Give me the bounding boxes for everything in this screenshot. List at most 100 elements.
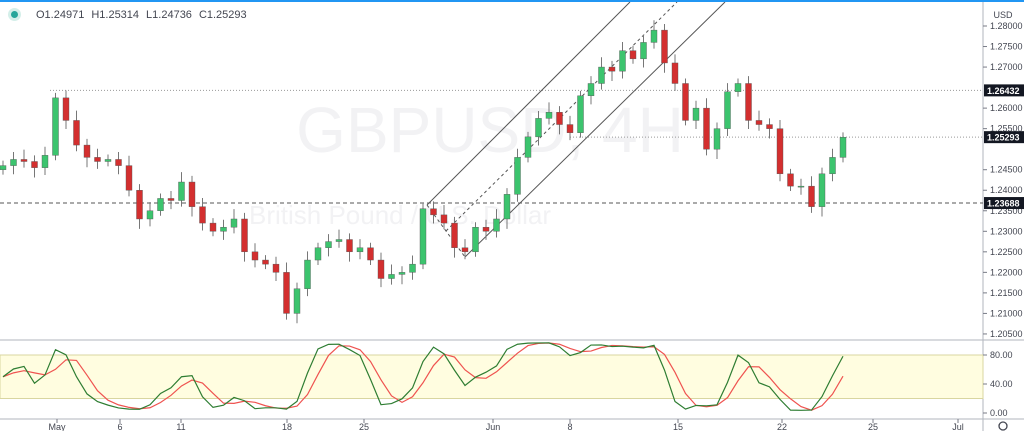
candle-up (514, 157, 521, 195)
candle-up (146, 210, 154, 220)
stoch-tick-label: 40.00 (990, 379, 1013, 389)
candle-down (125, 165, 133, 191)
price-tick-label: 1.23000 (990, 226, 1023, 236)
candle-down (167, 198, 175, 201)
price-tick-label: 1.27500 (990, 42, 1023, 52)
candle-up (52, 97, 59, 156)
stoch-band (0, 354, 984, 399)
candle-up (640, 42, 647, 60)
candle-down (283, 272, 290, 314)
candle-up (734, 83, 742, 92)
candle-up (409, 263, 416, 273)
price-label-bg (984, 131, 1024, 144)
price-tick-label: 1.21500 (990, 288, 1023, 298)
price-tick-label: 1.24000 (990, 185, 1023, 195)
candle-down (199, 206, 206, 224)
candle-down (755, 120, 763, 125)
price-tick-label: 1.28000 (990, 21, 1023, 31)
candle-up (157, 198, 164, 211)
price-label: 1.25293 (987, 133, 1020, 143)
price-tick-label: 1.21000 (990, 308, 1023, 318)
legend-open: O1.24971 (36, 8, 85, 21)
candle-down (272, 263, 280, 273)
candle-down (377, 259, 385, 279)
candle-up (503, 194, 511, 220)
time-tick-label: 18 (282, 422, 292, 431)
price-tick-label: 1.24500 (990, 165, 1023, 175)
price-label: 1.23688 (987, 199, 1020, 209)
candle-down (31, 161, 38, 168)
candle-down (671, 62, 679, 84)
time-tick-label: 11 (176, 422, 185, 431)
candle-down (367, 247, 374, 261)
candle-down (661, 29, 668, 64)
candle-down (629, 50, 637, 60)
price-tick-label: 1.22500 (990, 247, 1023, 257)
candle-up (692, 107, 700, 121)
time-tick-label: 25 (868, 422, 878, 431)
candle-up (493, 218, 500, 232)
stoch-tick-label: 80.00 (990, 350, 1013, 360)
time-tick-label: 6 (117, 422, 122, 431)
candle-up (0, 165, 7, 170)
candle-up (335, 239, 343, 242)
candle-down (241, 218, 248, 253)
channel-anchor-line (426, 204, 466, 258)
legend-close: C1.25293 (198, 8, 247, 21)
candle-up (713, 128, 721, 150)
time-tick-label: May (48, 422, 66, 431)
price-tick-label: 1.26000 (990, 103, 1023, 113)
watermark-symbol: GBPUSD, 4H (296, 94, 684, 166)
candle-down (262, 259, 269, 265)
channel-upper-line (426, 2, 631, 206)
watermark-description: British Pound / U.S. Dollar (249, 200, 551, 230)
candle-up (818, 173, 826, 207)
candle-down (83, 144, 91, 158)
candle-up (524, 136, 532, 158)
ohlc-legend: O1.24971 H1.25314 L1.24736 C1.25293 (8, 8, 247, 21)
candle-up (545, 112, 553, 119)
price-label: 1.26432 (987, 86, 1020, 96)
candle-up (839, 137, 847, 158)
candle-down (115, 159, 122, 166)
candle-down (346, 239, 353, 253)
candle-up (724, 91, 731, 129)
legend-high: H1.25314 (91, 8, 140, 21)
candle-up (304, 259, 311, 289)
candle-down (73, 120, 80, 146)
stoch-k-line (2, 342, 844, 411)
price-tick-label: 1.23500 (990, 206, 1023, 216)
candle-down (20, 159, 28, 162)
time-tick-label: Jul (952, 422, 964, 431)
currency-label: USD (993, 10, 1013, 20)
time-tick-label: 25 (359, 422, 369, 431)
candle-up (10, 159, 17, 166)
time-tick-label: Jun (486, 422, 501, 431)
candle-up (398, 272, 406, 275)
candle-down (430, 208, 437, 216)
candle-up (419, 208, 427, 265)
candle-up (535, 118, 542, 138)
candle-down (745, 83, 752, 121)
candle-up (178, 181, 185, 201)
candle-up (41, 155, 49, 168)
candle-down (703, 107, 710, 150)
candle-up (472, 226, 479, 253)
candle-down (776, 128, 784, 175)
candle-down (188, 181, 196, 207)
candle-up (619, 50, 626, 72)
candle-up (650, 29, 658, 43)
candle-up (220, 226, 227, 232)
candle-down (482, 226, 490, 232)
candle-down (566, 124, 574, 133)
candle-down (451, 222, 458, 248)
candle-up (230, 218, 238, 228)
candle-down (787, 173, 794, 187)
candle-up (587, 83, 595, 97)
settings-gear-icon[interactable] (998, 421, 1008, 431)
candle-down (808, 185, 815, 207)
candle-up (829, 157, 836, 175)
candle-down (62, 97, 70, 121)
